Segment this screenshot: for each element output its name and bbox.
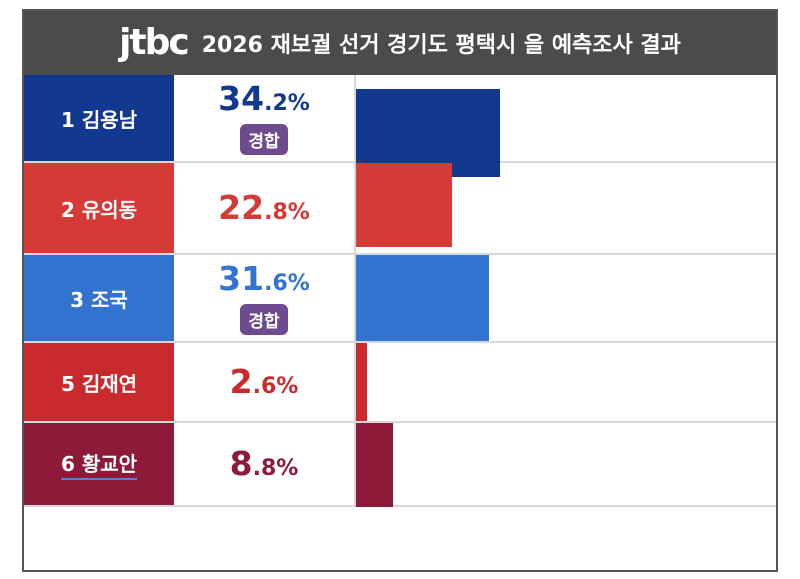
vote-share-bar (356, 255, 489, 341)
vote-share-decimal: .6% (252, 373, 299, 399)
vote-share-cell: 31.6% 경합 (174, 255, 356, 341)
result-row: 6 황교안 8.8% (24, 423, 776, 507)
vote-share-cell: 34.2% 경합 (174, 75, 356, 161)
candidate-label: 1 김용남 (60, 107, 138, 132)
vote-share-integer: 34 (218, 79, 265, 119)
vote-share-integer: 22 (218, 187, 265, 227)
candidate-name: 2 유의동 (24, 163, 174, 253)
vote-share-label: 31.6% (218, 261, 310, 297)
chart-title: 2026 재보궐 선거 경기도 평택시 을 예측조사 결과 (201, 33, 681, 58)
result-row: 3 조국 31.6% 경합 (24, 255, 776, 343)
chart-frame: jtbc 2026 재보궐 선거 경기도 평택시 을 예측조사 결과 1 김용남… (22, 9, 778, 572)
vote-share-cell: 2.6% (174, 343, 356, 421)
tossup-badge: 경합 (240, 123, 288, 155)
vote-share-label: 2.6% (229, 361, 299, 401)
jtbc-logo: jtbc (119, 22, 190, 63)
result-row: 5 김재연 2.6% (24, 343, 776, 423)
candidate-name: 1 김용남 (24, 75, 174, 161)
vote-share-integer: 31 (218, 259, 265, 299)
vote-share-decimal: .6% (264, 271, 310, 297)
vote-share-label: 22.8% (218, 187, 310, 227)
candidate-name: 6 황교안 (24, 423, 174, 505)
candidate-label: 3 조국 (70, 287, 128, 312)
vote-share-label: 34.2% (218, 81, 310, 117)
candidate-label: 6 황교안 (60, 448, 138, 480)
vote-share-cell: 22.8% (174, 163, 356, 253)
vote-share-cell: 8.8% (174, 423, 356, 505)
vote-share-integer: 8 (229, 443, 253, 483)
vote-share-integer: 2 (229, 361, 253, 401)
candidate-label: 2 유의동 (60, 197, 138, 222)
vote-share-decimal: .8% (252, 455, 299, 481)
candidate-label: 5 김재연 (60, 371, 138, 396)
bar-area (356, 255, 776, 341)
bar-area (356, 163, 776, 253)
header-bar: jtbc 2026 재보궐 선거 경기도 평택시 을 예측조사 결과 (24, 11, 776, 75)
vote-share-bar (356, 343, 367, 421)
tossup-badge: 경합 (240, 303, 288, 335)
bar-area (356, 423, 776, 507)
result-row: 1 김용남 34.2% 경합 (24, 75, 776, 177)
vote-share-bar (356, 89, 500, 177)
vote-share-bar (356, 163, 452, 247)
bar-area (356, 343, 776, 421)
vote-share-decimal: .2% (264, 91, 310, 117)
vote-share-decimal: .8% (264, 199, 310, 225)
result-row: 2 유의동 22.8% (24, 163, 776, 255)
vote-share-bar (356, 423, 393, 507)
vote-share-label: 8.8% (229, 443, 299, 483)
bar-area (356, 75, 776, 177)
candidate-name: 3 조국 (24, 255, 174, 341)
candidate-name: 5 김재연 (24, 343, 174, 421)
